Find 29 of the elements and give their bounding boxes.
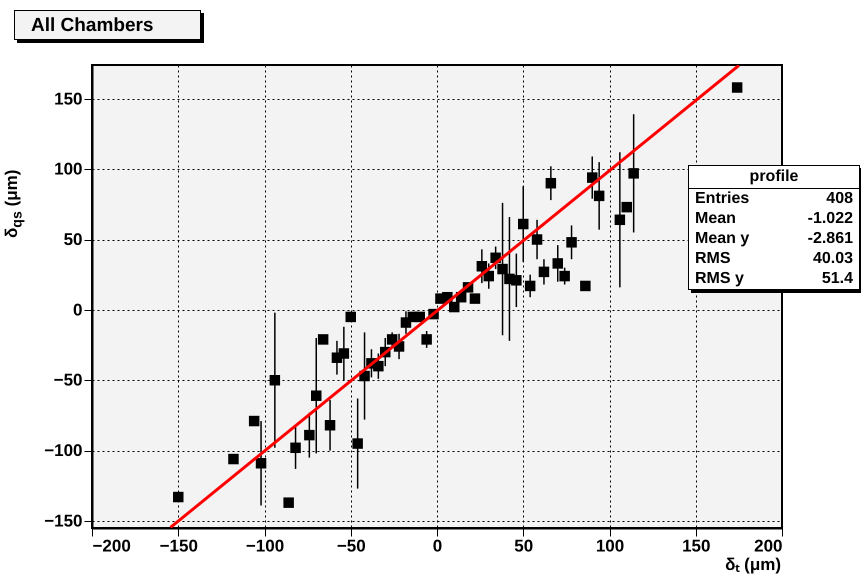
x-tick-label: −200 bbox=[92, 536, 131, 556]
x-tick-label: −150 bbox=[160, 536, 198, 556]
y-tick-label: 100 bbox=[54, 160, 82, 179]
text: -2.861 bbox=[808, 230, 853, 247]
x-tick-label: 100 bbox=[596, 536, 624, 556]
x-tick-label: 0 bbox=[432, 536, 442, 556]
annotation: RMS y bbox=[694, 269, 745, 289]
x-tick-label: 50 bbox=[514, 536, 534, 556]
x-tick-label: −50 bbox=[336, 536, 366, 556]
x-tick-label: 200 bbox=[754, 536, 782, 556]
text: 408 bbox=[826, 190, 853, 207]
y-tick-label: 50 bbox=[64, 230, 82, 250]
y-tick-label: −100 bbox=[44, 441, 82, 460]
y-tick-label: 0 bbox=[73, 300, 82, 320]
annotation: Mean bbox=[694, 209, 737, 229]
y-tick-label: −150 bbox=[44, 511, 82, 530]
text: 51.4 bbox=[822, 270, 853, 287]
annotation: profile bbox=[689, 166, 859, 189]
x-axis-title: δₜ (μm) bbox=[725, 554, 781, 575]
annotation: Entries bbox=[694, 189, 750, 209]
annotation: RMS bbox=[694, 249, 732, 269]
y-tick-label: −50 bbox=[54, 370, 82, 390]
text: -1.022 bbox=[808, 210, 853, 227]
text: 40.03 bbox=[812, 250, 853, 267]
chart-title: All Chambers bbox=[14, 10, 201, 40]
x-tick-label: 150 bbox=[682, 536, 710, 556]
y-tick-label: 150 bbox=[54, 89, 82, 108]
annotation: Mean y bbox=[694, 229, 750, 249]
x-tick-label: −100 bbox=[246, 536, 284, 556]
